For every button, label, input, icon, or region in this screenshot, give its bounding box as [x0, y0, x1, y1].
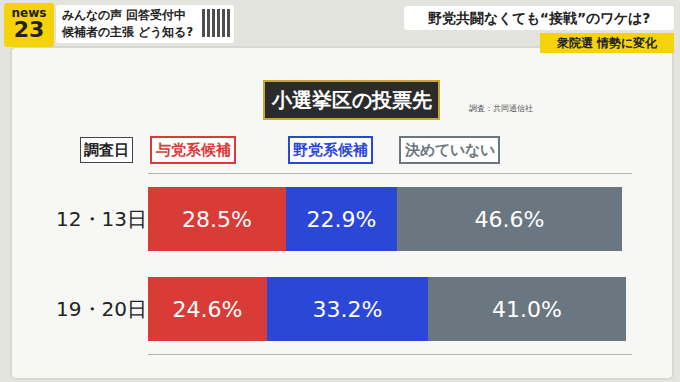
svg-text:与党系候補: 与党系候補	[155, 141, 231, 159]
html-text:衆院選 情勢に変化: 衆院選 情勢に変化	[556, 36, 658, 50]
svg-text:24.6%: 24.6%	[173, 297, 243, 322]
svg-text:41.0%: 41.0%	[492, 297, 562, 322]
svg-text:22.9%: 22.9%	[306, 207, 376, 232]
html-text:野党共闘なくても“接戦”のワケは?: 野党共闘なくても“接戦”のワケは?	[427, 10, 651, 26]
svg-text:小選挙区の投票先: 小選挙区の投票先	[271, 88, 432, 112]
svg-text:46.6%: 46.6%	[475, 207, 545, 232]
svg-text:調査：共同通信社: 調査：共同通信社	[469, 104, 533, 113]
html-text:候補者の主張 どう知る?: 候補者の主張 どう知る?	[62, 25, 194, 39]
html-text:みんなの声 回答受付中: みんなの声 回答受付中	[62, 8, 187, 22]
html-text:23: 23	[13, 17, 45, 42]
svg-text:28.5%: 28.5%	[182, 207, 252, 232]
html-text:news: news	[11, 6, 47, 20]
svg-text:調査日: 調査日	[84, 141, 129, 159]
svg-text:19・20日: 19・20日	[56, 297, 147, 321]
svg-text:12・13日: 12・13日	[56, 207, 147, 231]
svg-text:33.2%: 33.2%	[312, 297, 382, 322]
svg-text:野党系候補: 野党系候補	[293, 141, 368, 159]
svg-text:決めていない: 決めていない	[404, 141, 495, 159]
